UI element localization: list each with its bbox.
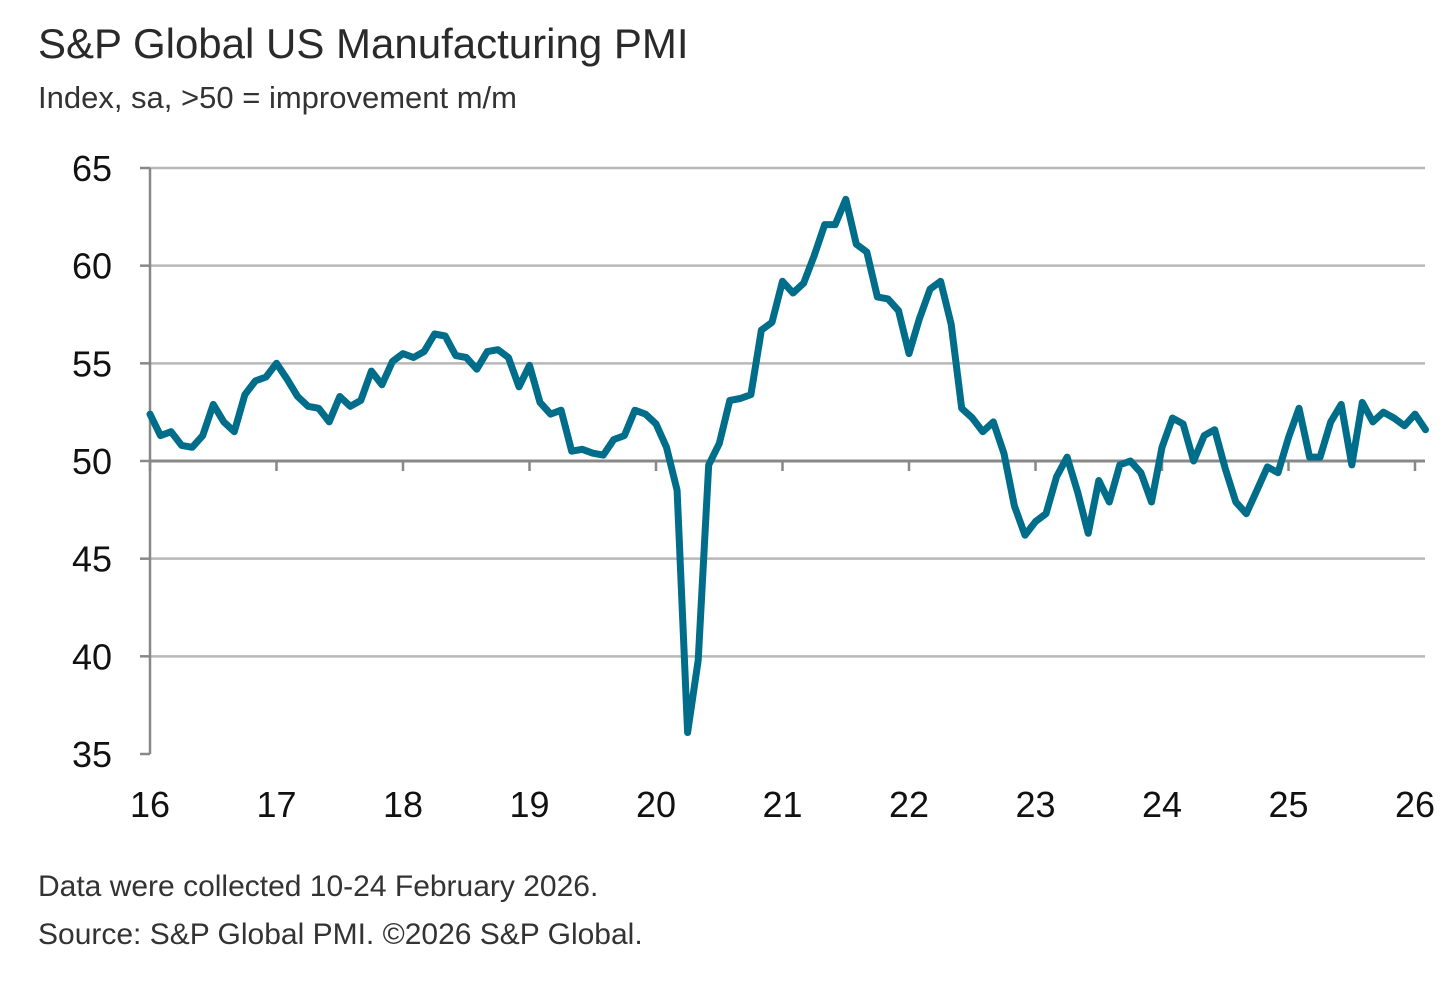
data-collection-note: Data were collected 10-24 February 2026. <box>38 870 599 903</box>
y-tick-label: 45 <box>72 539 112 580</box>
y-tick-label: 40 <box>72 636 112 677</box>
pmi-series-line <box>146 195 1429 736</box>
x-tick-label: 20 <box>636 784 676 825</box>
x-tick-label: 21 <box>762 784 802 825</box>
x-tick-label: 18 <box>383 784 423 825</box>
y-tick-label: 50 <box>72 441 112 482</box>
x-tick-label: 16 <box>130 784 170 825</box>
y-tick-label: 55 <box>72 343 112 384</box>
x-tick-label: 24 <box>1142 784 1182 825</box>
y-tick-label: 35 <box>72 734 112 775</box>
chart-title: S&P Global US Manufacturing PMI <box>38 20 689 67</box>
x-tick-label: 22 <box>889 784 929 825</box>
y-tick-label: 65 <box>72 148 112 189</box>
x-tick-label: 26 <box>1395 784 1435 825</box>
x-tick-label: 23 <box>1015 784 1055 825</box>
source-note: Source: S&P Global PMI. ©2026 S&P Global… <box>38 918 643 951</box>
chart-subtitle: Index, sa, >50 = improvement m/m <box>38 80 517 115</box>
x-tick-label: 25 <box>1268 784 1308 825</box>
x-tick-label: 19 <box>509 784 549 825</box>
x-tick-label: 17 <box>256 784 296 825</box>
y-tick-label: 60 <box>72 246 112 287</box>
